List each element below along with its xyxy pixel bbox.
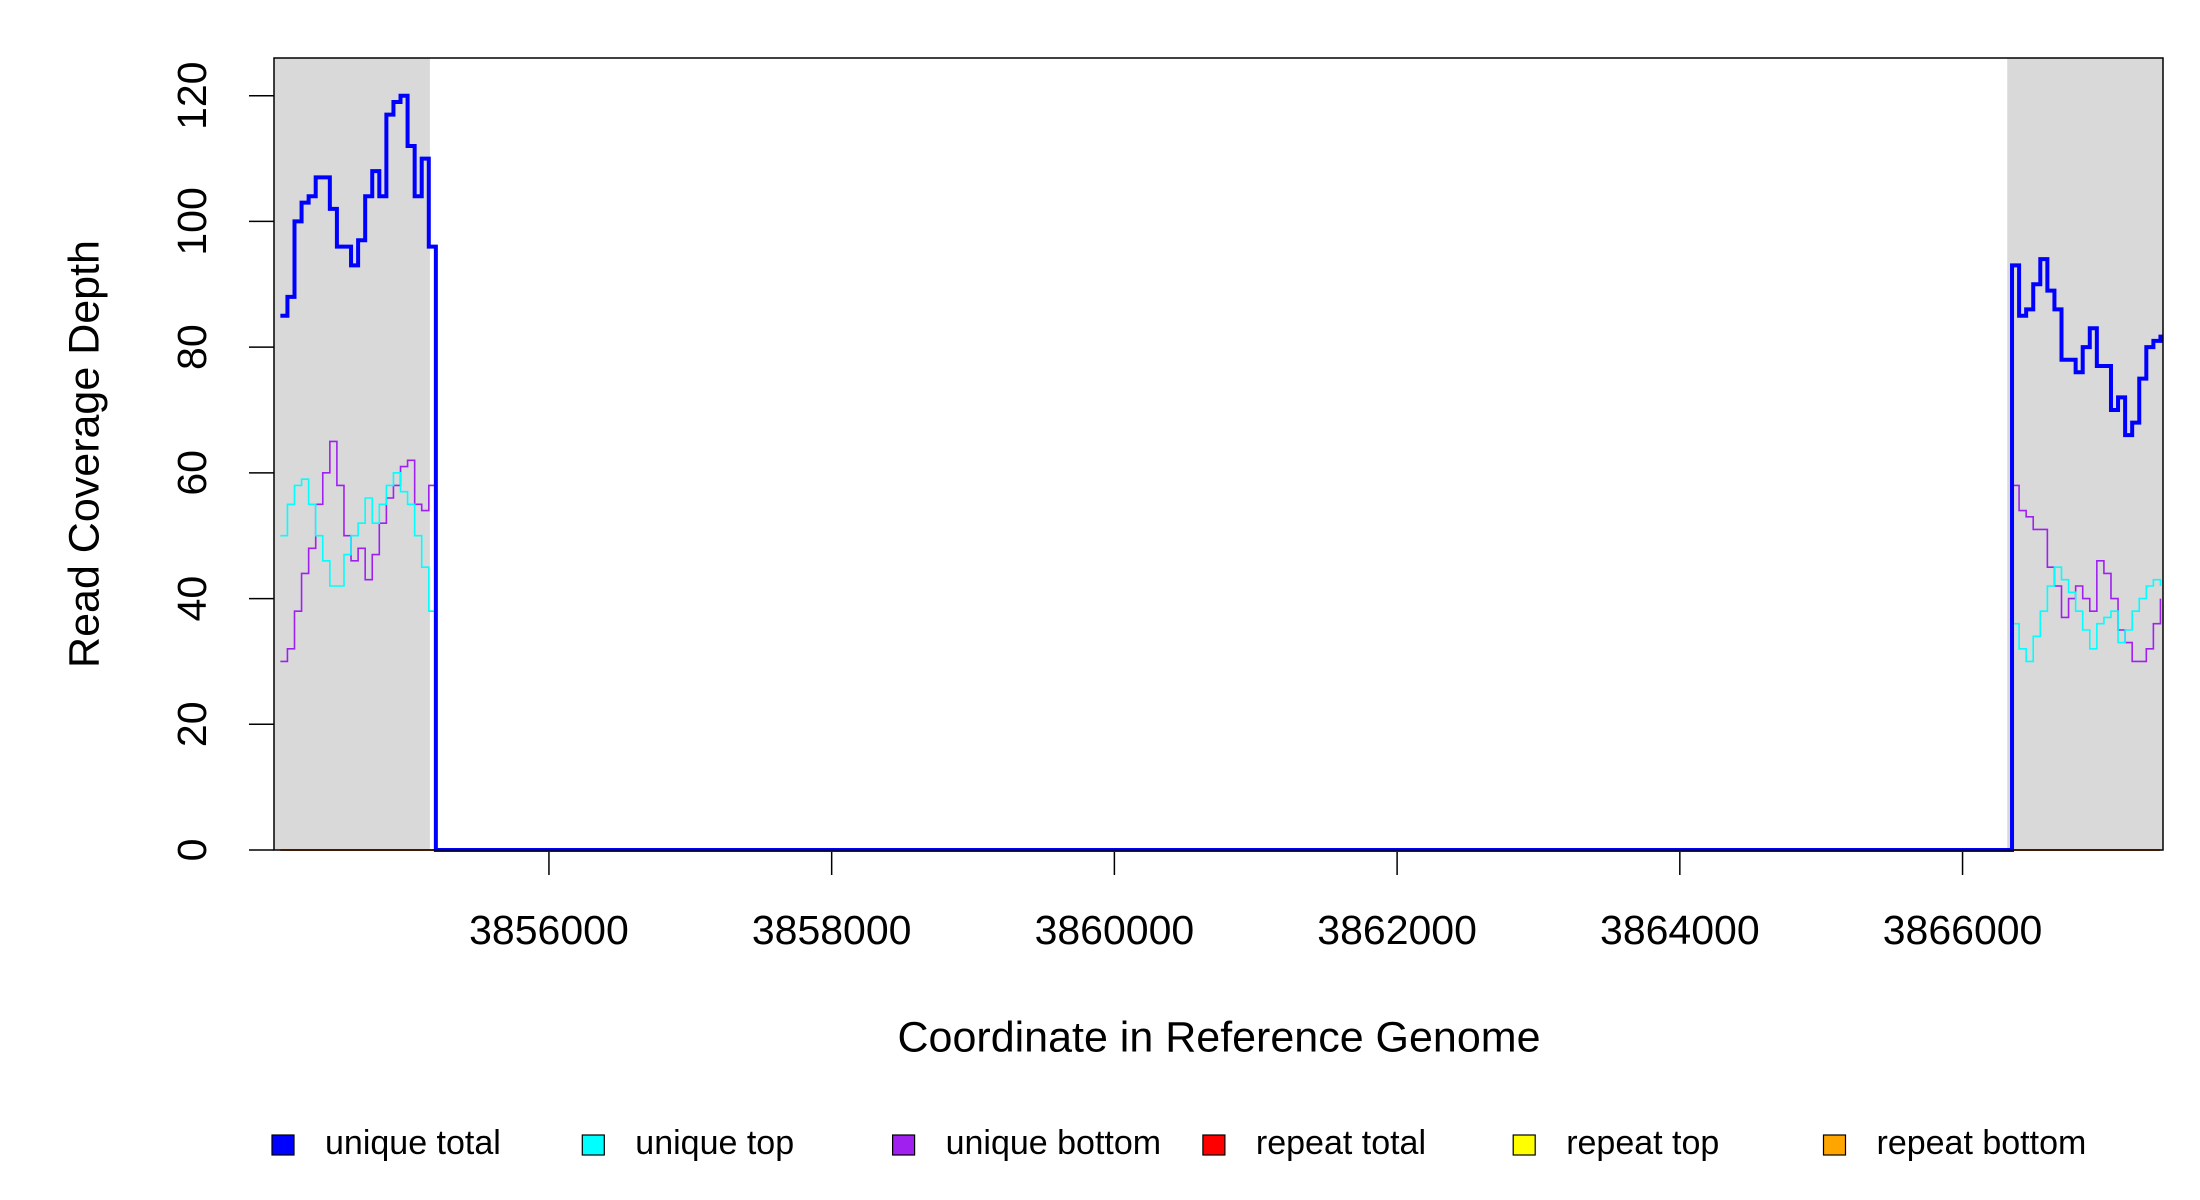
legend-swatch [581, 1134, 605, 1156]
legend-swatch [891, 1134, 916, 1156]
y-tick-label: 60 [169, 450, 215, 496]
y-tick-label: 20 [169, 701, 215, 747]
legend-swatch [1202, 1134, 1226, 1156]
y-tick-label: 100 [169, 187, 215, 255]
coverage-line [280, 472, 2162, 851]
legend-label: repeat total [1256, 1124, 1426, 1162]
shaded-region [274, 58, 430, 850]
x-tick-label: 3860000 [1035, 907, 1195, 953]
y-tick-label: 120 [169, 62, 215, 130]
coverage-line [280, 93, 2163, 852]
legend-label: repeat bottom [1877, 1124, 2087, 1162]
shaded-region [2007, 58, 2163, 850]
x-tick-label: 3858000 [752, 907, 912, 953]
plot-frame [273, 57, 2164, 851]
legend-swatch [1512, 1134, 1536, 1156]
x-tick-label: 3862000 [1317, 907, 1477, 953]
legend-label: unique bottom [946, 1124, 1162, 1162]
legend-swatch [271, 1134, 295, 1156]
legend-label: unique top [635, 1124, 794, 1162]
legend-label: unique total [325, 1124, 501, 1162]
legend-label: repeat top [1566, 1124, 1719, 1162]
x-tick-label: 3864000 [1600, 907, 1760, 953]
y-tick-label: 40 [169, 576, 215, 622]
y-tick-label: 80 [169, 324, 215, 370]
x-axis-title: Coordinate in Reference Genome [898, 1013, 1541, 1061]
y-axis-title: Read Coverage Depth [60, 240, 108, 668]
coverage-line [280, 440, 2162, 851]
x-tick-label: 3856000 [469, 907, 629, 953]
x-tick-label: 3866000 [1883, 907, 2043, 953]
y-tick-label: 0 [169, 839, 215, 862]
legend-swatch [1822, 1134, 1847, 1156]
